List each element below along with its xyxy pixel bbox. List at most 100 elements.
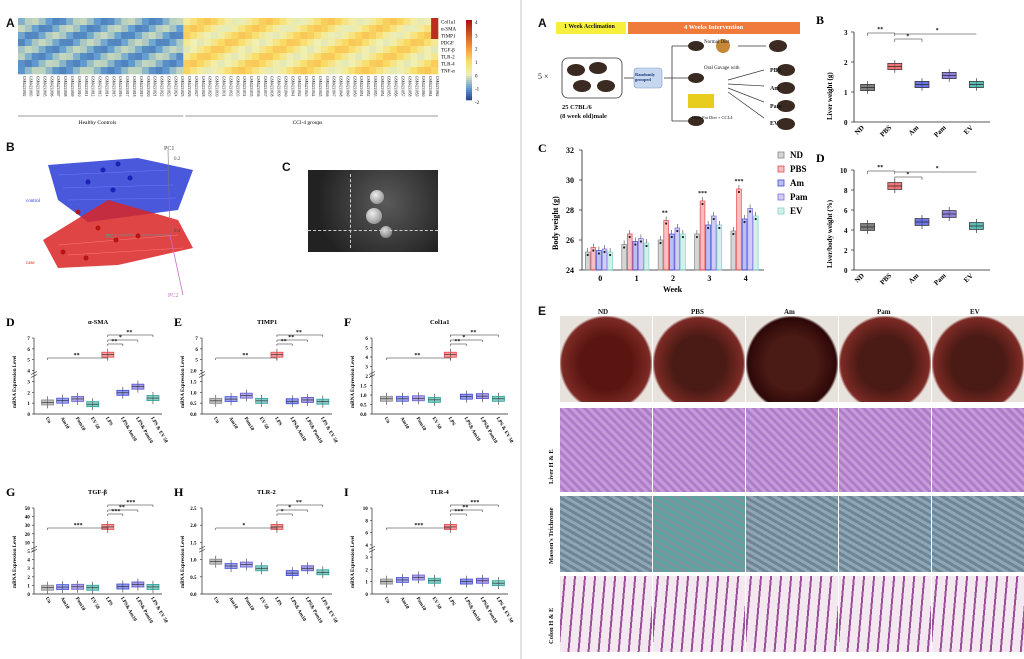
x-tick-label: Pam10: [243, 597, 255, 613]
heatmap-cell: [162, 32, 170, 40]
significance-label: *: [462, 335, 465, 341]
histology-column-header: PBS: [691, 308, 704, 316]
heatmap-cell: [162, 46, 170, 54]
histology-row-label: Masson's Trichrome: [548, 507, 555, 564]
y-tick-label: 0.5: [360, 404, 367, 409]
heatmap-cell: [369, 53, 377, 61]
data-point: [628, 235, 631, 239]
sample-id-label: GSM4231814: [104, 76, 108, 97]
heatmap-cell: [114, 39, 122, 47]
masson-trichrome-micrograph: [839, 496, 931, 572]
heatmap-cell: [148, 18, 157, 26]
bar-mark: [705, 224, 711, 271]
sample-id-label: GSM4231828: [201, 76, 205, 97]
heatmap-cell: [148, 32, 157, 40]
heatmap-cell: [286, 25, 294, 33]
heatmap-cell: [238, 53, 246, 61]
sample-id-label: GSM4231808: [63, 76, 67, 97]
heatmap-cell: [59, 18, 67, 26]
heatmap-cell: [93, 53, 101, 61]
heatmap-cell: [334, 67, 342, 75]
y-tick-label: 30: [566, 176, 574, 185]
heatmap-cell: [141, 67, 150, 75]
heatmap-cell: [265, 25, 274, 33]
heatmap-cell: [362, 46, 370, 54]
heatmap-cell: [231, 46, 239, 54]
colorbar-segment: [466, 68, 472, 71]
sample-id-label: GSM4231860: [421, 76, 425, 97]
x-tick-label: Am10: [399, 597, 410, 611]
bar-mark: [674, 227, 681, 271]
y-tick-label: 6: [365, 337, 368, 342]
x-tick-label: LPS& Am10: [289, 417, 307, 443]
body-weight-chart: C Body weight (g) Week 24 26 28 30 32 0 1 2 ** 3 *** 4…: [538, 141, 808, 294]
heatmap-cell: [417, 25, 425, 33]
heatmap-cell: [265, 18, 274, 26]
liver-gross-photo: [560, 316, 652, 402]
sample-id-label: GSM4231807: [56, 76, 60, 97]
heatmap-cell: [86, 32, 95, 40]
heatmap-cell: [376, 53, 384, 61]
heatmap-cell: [141, 53, 150, 61]
strain-label: 25 C7BL/6: [562, 104, 592, 111]
heatmap-cell: [162, 60, 170, 68]
heatmap-cell: [128, 18, 136, 26]
heatmap-cell: [73, 46, 81, 54]
heatmap-cell: [59, 32, 67, 40]
y-tick-label: 4: [844, 227, 848, 235]
panel-letter: B: [816, 13, 824, 27]
significance-label: **: [281, 339, 287, 345]
sample-id-label: GSM4231803: [29, 76, 33, 97]
pca-point: [135, 233, 141, 239]
heatmap-cell: [327, 18, 336, 26]
y-tick-label: 0.0: [190, 593, 197, 598]
heatmap-cell: [135, 53, 143, 61]
significance-bracket: [450, 509, 483, 512]
heatmap-cell: [389, 32, 397, 40]
heatmap-cell: [135, 18, 143, 26]
heatmap-cell: [245, 25, 253, 33]
heatmap-cell: [334, 32, 342, 40]
heatmap-cell: [314, 46, 322, 54]
heatmap-cell: [114, 32, 122, 40]
heatmap-cell: [293, 53, 301, 61]
heatmap-cell: [265, 46, 274, 54]
heatmap-cell: [24, 53, 33, 61]
heatmap-cell: [382, 67, 391, 75]
y-tick-label: 4: [365, 544, 368, 549]
y-axis-label: mRNA Expression Level: [351, 535, 356, 588]
heatmap-cell: [93, 39, 101, 47]
heatmap-cell: [93, 60, 101, 68]
heatmap-cell: [176, 67, 184, 75]
data-point: [754, 217, 757, 221]
heatmap-cell: [59, 53, 67, 61]
heatmap: Col1a1 α-SMA TIMP1 PDGF TGF-β TLR-2 TLR-4 TNF-α…: [18, 18, 480, 126]
histology-row-label: Liver H & E: [548, 449, 555, 484]
heatmap-cell: [307, 39, 315, 47]
x-tick-label: Un: [44, 597, 52, 605]
heatmap-cell: [258, 53, 267, 61]
heatmap-cell: [183, 67, 191, 75]
colorbar-segment: [466, 88, 472, 91]
liver-gross-photo: [653, 316, 745, 402]
x-tick-label: LPS& Am10: [463, 597, 481, 623]
heatmap-cell: [300, 18, 308, 26]
heatmap-cell: [382, 60, 391, 68]
heatmap-cell: [203, 39, 212, 47]
heatmap-cell: [355, 67, 363, 75]
heatmap-cell: [245, 46, 253, 54]
data-point: [609, 253, 612, 257]
sample-id-label: GSM4231829: [208, 76, 212, 97]
x-tick-label: EV 50: [258, 597, 269, 611]
y-axis-label: mRNA Expression Level: [181, 535, 186, 588]
x-tick-label: LPS: [273, 597, 282, 608]
y-tick-label: 50: [25, 507, 31, 512]
x-tick-label: LPS: [104, 417, 113, 428]
significance-bracket: [276, 339, 308, 342]
sample-id-label: GSM4231819: [139, 76, 143, 97]
y-tick-label: 1.5: [190, 380, 197, 385]
sample-id-label: GSM4231812: [91, 76, 95, 97]
colorbar-segment: [466, 78, 472, 81]
significance-bracket: [450, 339, 483, 342]
